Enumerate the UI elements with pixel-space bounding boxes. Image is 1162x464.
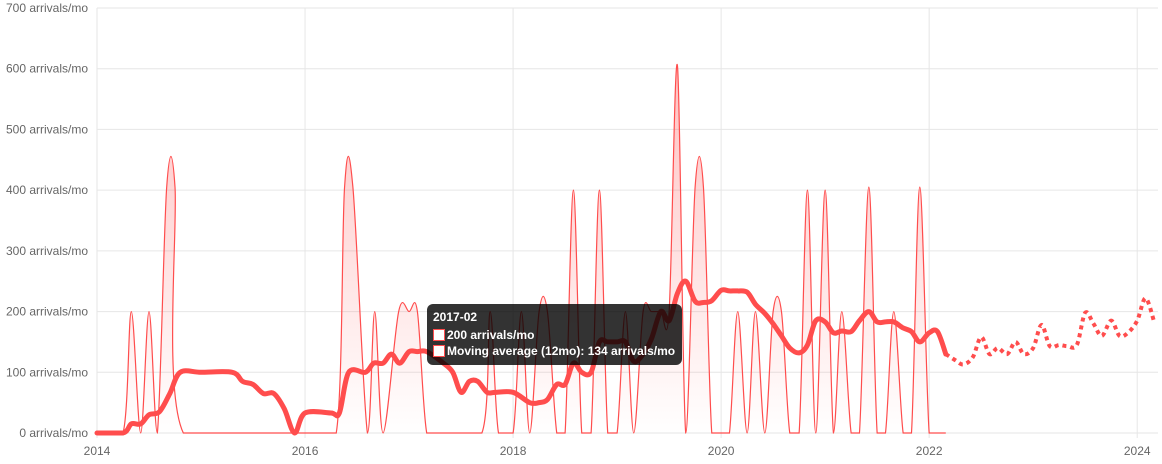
forecast-line (944, 296, 1156, 367)
chart-tooltip: 2017-02 200 arrivals/mo Moving average (… (427, 304, 683, 365)
x-tick-label: 2024 (1124, 444, 1151, 458)
tooltip-swatch-moving-average (433, 345, 445, 357)
y-tick-label: 600 arrivals/mo (6, 62, 88, 76)
tooltip-monthly-value: 200 arrivals/mo (447, 328, 535, 342)
tooltip-title: 2017-02 (433, 310, 478, 324)
y-tick-label: 700 arrivals/mo (6, 1, 88, 15)
y-tick-label: 0 arrivals/mo (19, 426, 88, 440)
tooltip-row-monthly: 200 arrivals/mo (433, 327, 675, 343)
y-tick-label: 400 arrivals/mo (6, 183, 88, 197)
y-tick-label: 500 arrivals/mo (6, 122, 88, 136)
x-tick-label: 2020 (708, 444, 735, 458)
x-tick-label: 2014 (84, 444, 111, 458)
tooltip-swatch-monthly (433, 329, 445, 341)
tick-labels: 0 arrivals/mo 100 arrivals/mo 200 arrivals… (6, 1, 1151, 458)
tooltip-moving-average-value: Moving average (12mo): 134 arrivals/mo (447, 344, 676, 358)
x-tick-label: 2022 (916, 444, 943, 458)
tooltip-row-moving-average: Moving average (12mo): 134 arrivals/mo (433, 343, 675, 359)
moving-average-line (94, 278, 949, 436)
x-tick-label: 2016 (292, 444, 319, 458)
y-tick-label: 300 arrivals/mo (6, 244, 88, 258)
y-tick-label: 200 arrivals/mo (6, 305, 88, 319)
x-tick-label: 2018 (500, 444, 527, 458)
series-layer (94, 63, 1156, 436)
y-tick-label: 100 arrivals/mo (6, 365, 88, 379)
